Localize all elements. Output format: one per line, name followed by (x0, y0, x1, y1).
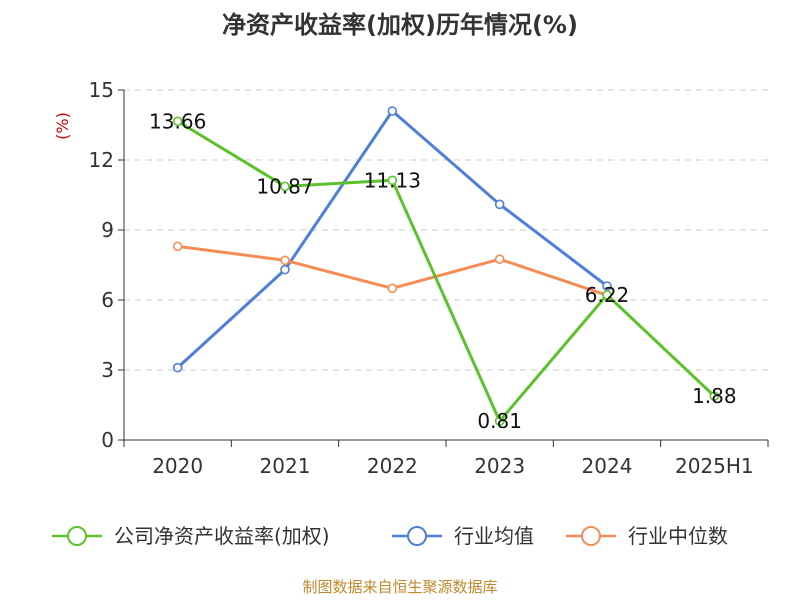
axes: 0 3 6 9 12 15 2020 2021 2022 2023 2024 2025H1 (89, 78, 769, 478)
data-label: 1.88 (692, 384, 737, 408)
data-labels: 13.66 10.87 11.13 0.81 6.22 1.88 (149, 109, 737, 433)
series-point (280, 264, 290, 275)
series-point (494, 199, 505, 210)
chart-title: 净资产收益率(加权)历年情况(%) (222, 11, 578, 39)
legend-item[interactable]: 行业中位数 (566, 524, 728, 548)
legend-label: 公司净资产收益率(加权) (114, 524, 330, 548)
series-point (387, 283, 398, 294)
legend[interactable]: 公司净资产收益率(加权) 行业均值 行业中位数 (52, 524, 728, 548)
series-point (172, 362, 183, 373)
legend-item[interactable]: 公司净资产收益率(加权) (52, 524, 330, 548)
y-tick-label: 15 (89, 78, 114, 102)
series-point (494, 254, 505, 264)
legend-label: 行业中位数 (628, 524, 728, 548)
series-line (176, 109, 608, 369)
y-tick-label: 0 (101, 428, 114, 452)
series-point (602, 281, 612, 291)
legend-item[interactable]: 行业均值 (392, 524, 534, 548)
series-point (280, 255, 290, 266)
data-label: 13.66 (149, 109, 206, 133)
y-tick-label: 12 (89, 148, 114, 172)
legend-swatch-marker (581, 526, 601, 546)
x-tick-label: 2020 (152, 454, 203, 478)
series-line (176, 119, 716, 423)
series-point (494, 416, 505, 426)
series-lines (172, 106, 720, 426)
data-label: 6.22 (585, 283, 630, 307)
data-label: 0.81 (477, 409, 522, 433)
series-point (709, 391, 720, 401)
y-tick-label: 6 (101, 288, 114, 312)
y-axis-unit: (%) (53, 112, 72, 140)
x-tick-label: 2021 (260, 454, 311, 478)
series-point (602, 290, 612, 300)
legend-swatch-marker (67, 526, 87, 546)
series-point (387, 175, 398, 186)
legend-label: 行业均值 (454, 524, 534, 548)
x-tick-label: 2025H1 (675, 454, 754, 478)
legend-swatch-marker (407, 526, 427, 546)
data-label: 10.87 (256, 174, 313, 198)
x-tick-label: 2022 (367, 454, 418, 478)
series-point (172, 241, 183, 252)
data-source-note: 制图数据来自恒生聚源数据库 (302, 578, 497, 596)
series-point (387, 106, 398, 116)
y-tick-label: 9 (101, 218, 114, 242)
data-label: 11.13 (364, 168, 421, 192)
x-tick-label: 2023 (474, 454, 525, 478)
y-tick-label: 3 (101, 358, 114, 382)
series-point (280, 181, 290, 192)
series-point (172, 116, 183, 127)
x-tick-label: 2024 (582, 454, 633, 478)
